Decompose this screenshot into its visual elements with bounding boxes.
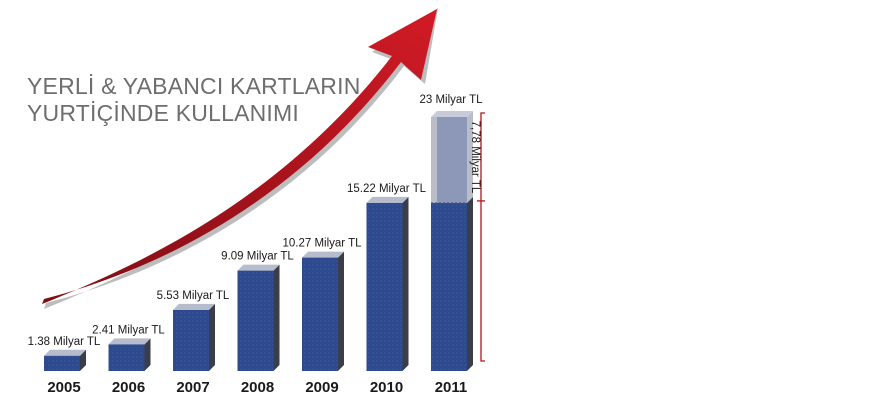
bar-texture-2005 [44,355,80,371]
bar-texture-2008 [237,270,274,371]
chart-title: YERLİ & YABANCI KARTLARIN YURTİÇİNDE KUL… [27,73,361,127]
bar-side-2010 [402,196,409,371]
bar-side-2006 [144,338,151,371]
tick-label-2007: 2007 [176,379,209,396]
bar-2006 [108,338,151,371]
bar-side-2009 [338,251,344,371]
tick-label-2005: 2005 [47,379,80,396]
data-label-2008: 9.09 Milyar TL [221,251,294,263]
bar-top-2008 [237,264,280,271]
bar-top-2007 [173,303,215,310]
increase-bracket: 7,78 Milyar TL [469,112,485,362]
bar-increase-front-fill [437,117,467,203]
bar-2007 [173,303,215,371]
data-label-2006: 2.41 Milyar TL [92,324,165,336]
tick-label-2008: 2008 [241,379,274,396]
tick-label-2010: 2010 [370,379,403,396]
data-label-2009: 10.27 Milyar TL [282,238,362,250]
tick-label-2011: 2011 [435,379,468,396]
data-label-2005: 1.38 Milyar TL [28,336,101,348]
bar-top-2006 [108,338,151,345]
bar-top-2005 [44,349,86,356]
tick-label-2009: 2009 [305,379,338,396]
bar-side-2008 [273,264,280,371]
bar-increase-side [467,111,473,203]
bar-2009 [302,251,344,371]
bar-top-2010 [366,196,409,203]
bar-top-2009 [302,251,344,258]
bar-texture-2009 [302,257,338,371]
bar-2005 [44,349,86,371]
bar-texture-2007 [173,309,209,371]
bar-side-2005 [80,349,86,371]
bar-2010 [366,196,409,371]
bar-texture-2011 [431,202,467,371]
bar-increase-2011 [431,111,473,204]
bar-side-2011 [467,196,473,371]
bar-increase-top [431,111,473,117]
chart-title-line-1: YERLİ & YABANCI KARTLARIN [27,73,361,99]
bar-side-2007 [209,303,215,371]
bar-texture-2010 [366,202,403,371]
bar-2011 [431,196,473,371]
growth-arrow [42,8,438,309]
data-label-2010: 15.22 Milyar TL [347,183,427,195]
bracket-line [480,112,485,362]
tick-label-2006: 2006 [112,379,145,396]
chart-title-line-2: YURTİÇİNDE KULLANIMI [27,100,299,126]
bar-2008 [237,264,280,371]
data-label-2011: 23 Milyar TL [419,94,483,106]
growth-arrow-body [42,9,437,304]
bar-texture-2006 [108,344,145,371]
data-label-2007: 5.53 Milyar TL [157,290,230,302]
increase-label: 7,78 Milyar TL [469,121,481,194]
